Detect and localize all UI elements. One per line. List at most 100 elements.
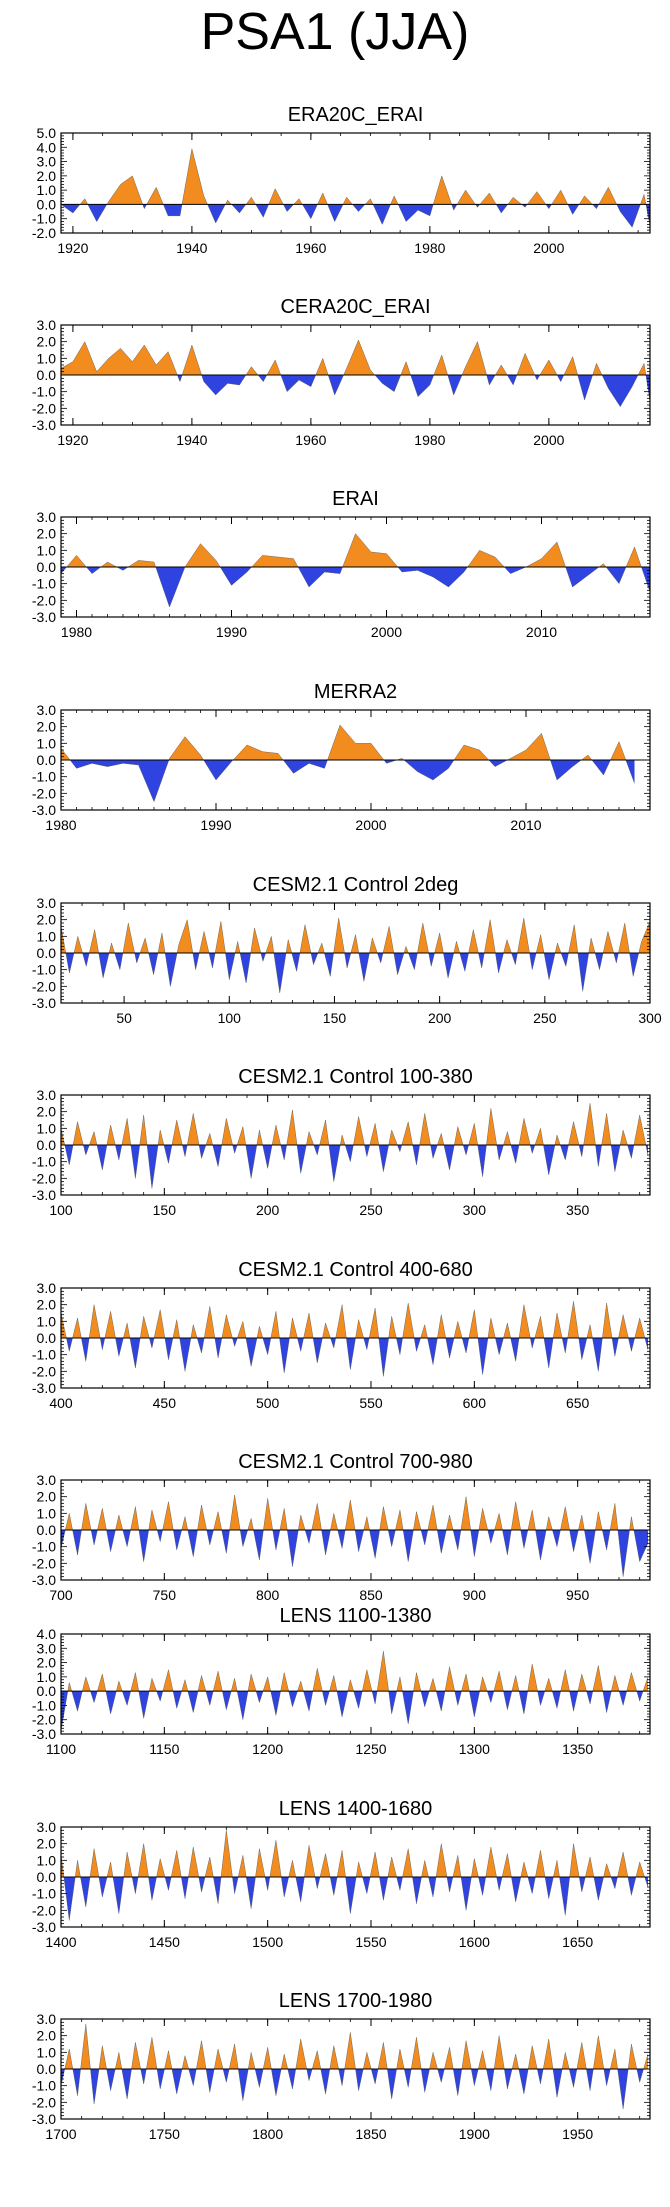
- x-tick-label: 300: [638, 1010, 662, 1026]
- chart-title: MERRA2: [314, 681, 397, 703]
- chart-title: CESM2.1 Control 2deg: [253, 874, 459, 896]
- x-tick-label: 300: [463, 1202, 487, 1218]
- y-tick-label: 0.0: [37, 1522, 57, 1538]
- x-tick-label: 1920: [57, 240, 88, 256]
- series-line: [61, 1103, 649, 1189]
- positive-area: [61, 1103, 646, 1145]
- y-tick-label: 3.0: [37, 509, 57, 525]
- y-tick-label: 1.0: [37, 2044, 57, 2060]
- y-tick-label: 0.0: [37, 1330, 57, 1346]
- series-line: [61, 148, 650, 228]
- y-tick-label: 1.0: [37, 1852, 57, 1868]
- chart-title: LENS 1100-1380: [280, 1605, 432, 1627]
- y-tick-label: 2.0: [37, 334, 57, 350]
- x-tick-label: 1200: [252, 1741, 283, 1757]
- x-tick-label: 850: [359, 1587, 383, 1603]
- x-tick-label: 50: [116, 1010, 132, 1026]
- x-tick-label: 200: [256, 1202, 280, 1218]
- y-tick-label: -2.0: [32, 225, 56, 241]
- y-tick-label: -2.0: [32, 592, 56, 608]
- chart-title: CESM2.1 Control 400-680: [238, 1259, 473, 1281]
- y-tick-label: -3.0: [32, 802, 56, 818]
- series-line: [61, 2023, 649, 2110]
- y-tick-label: 1.0: [37, 182, 57, 198]
- x-tick-label: 1850: [355, 2126, 386, 2142]
- y-tick-label: 2.0: [37, 1489, 57, 1505]
- chart-title: ERA20C_ERAI: [288, 104, 424, 126]
- y-tick-label: -1.0: [32, 1697, 56, 1713]
- series-line: [61, 1494, 649, 1577]
- positive-area: [67, 1651, 648, 1692]
- series-line: [61, 917, 650, 994]
- y-tick-label: -1.0: [32, 1539, 56, 1555]
- x-tick-label: 2000: [533, 240, 564, 256]
- y-tick-label: 0.0: [37, 559, 57, 575]
- x-tick-label: 1700: [45, 2126, 76, 2142]
- y-tick-label: -1.0: [32, 1886, 56, 1902]
- x-tick-label: 200: [428, 1010, 452, 1026]
- y-tick-label: 3.0: [37, 702, 57, 718]
- chart-panel-11: LENS 1700-19803.02.01.00.0-1.0-2.0-3.017…: [32, 1990, 651, 2142]
- x-tick-label: 350: [566, 1202, 590, 1218]
- x-tick-label: 1980: [414, 240, 445, 256]
- y-tick-label: -1.0: [32, 2078, 56, 2094]
- y-tick-label: 3.0: [37, 1280, 57, 1296]
- y-tick-label: 3.0: [37, 1087, 57, 1103]
- chart-panel-7: CESM2.1 Control 400-6803.02.01.00.0-1.0-…: [32, 1259, 651, 1411]
- positive-area: [66, 533, 642, 567]
- negative-area: [70, 760, 635, 802]
- y-tick-label: -3.0: [32, 1380, 56, 1396]
- negative-area: [64, 1145, 648, 1189]
- y-tick-label: -3.0: [32, 995, 56, 1011]
- x-tick-label: 1940: [176, 432, 207, 448]
- negative-area: [66, 1338, 648, 1377]
- y-tick-label: -1.0: [32, 1154, 56, 1170]
- y-tick-label: 0.0: [37, 367, 57, 383]
- x-tick-label: 1500: [252, 1934, 283, 1950]
- chart-title: CERA20C_ERAI: [280, 296, 430, 318]
- plot-frame: [60, 132, 651, 234]
- positive-area: [65, 1495, 634, 1530]
- x-tick-label: 800: [256, 1587, 280, 1603]
- y-tick-label: 4.0: [37, 139, 57, 155]
- y-tick-label: 1.0: [37, 1313, 57, 1329]
- y-tick-label: -2.0: [32, 1902, 56, 1918]
- x-tick-label: 1950: [562, 2126, 593, 2142]
- y-tick-label: 5.0: [37, 125, 57, 141]
- y-tick-label: -1.0: [32, 769, 56, 785]
- series-line: [61, 533, 650, 608]
- x-tick-label: 750: [153, 1587, 177, 1603]
- negative-area: [63, 1877, 648, 1921]
- y-tick-label: 1.0: [37, 1120, 57, 1136]
- negative-area: [61, 567, 650, 607]
- positive-area: [61, 1830, 645, 1877]
- y-tick-label: 3.0: [37, 2011, 57, 2027]
- y-tick-label: -2.0: [32, 2094, 56, 2110]
- y-tick-label: 3.0: [37, 895, 57, 911]
- x-tick-label: 1100: [46, 1741, 76, 1757]
- x-tick-label: 250: [359, 1202, 383, 1218]
- chart-panel-10: LENS 1400-16803.02.01.00.0-1.0-2.0-3.014…: [32, 1798, 651, 1950]
- chart-title: LENS 1700-1980: [279, 1990, 432, 2012]
- y-tick-label: 2.0: [37, 1655, 57, 1671]
- y-tick-label: -2.0: [32, 785, 56, 801]
- positive-area: [80, 148, 646, 205]
- x-tick-label: 1980: [61, 624, 92, 640]
- y-tick-label: -1.0: [32, 1347, 56, 1363]
- x-tick-label: 150: [323, 1010, 347, 1026]
- y-tick-label: -3.0: [32, 1572, 56, 1588]
- y-tick-label: 1.0: [37, 1505, 57, 1521]
- chart-panel-1: ERA20C_ERAI 5.04.03.02.01.00.0-1.0-2.0192…: [32, 104, 651, 256]
- x-tick-label: 450: [153, 1395, 177, 1411]
- x-tick-label: 650: [566, 1395, 590, 1411]
- y-tick-label: 2.0: [37, 719, 57, 735]
- x-tick-label: 1750: [149, 2126, 180, 2142]
- positive-area: [61, 340, 646, 375]
- y-tick-label: -1.0: [32, 211, 56, 227]
- positive-area: [64, 2024, 648, 2069]
- x-tick-label: 700: [49, 1587, 73, 1603]
- y-tick-label: 0.0: [37, 1683, 57, 1699]
- chart-title: ERAI: [332, 488, 379, 510]
- series-line: [61, 339, 650, 408]
